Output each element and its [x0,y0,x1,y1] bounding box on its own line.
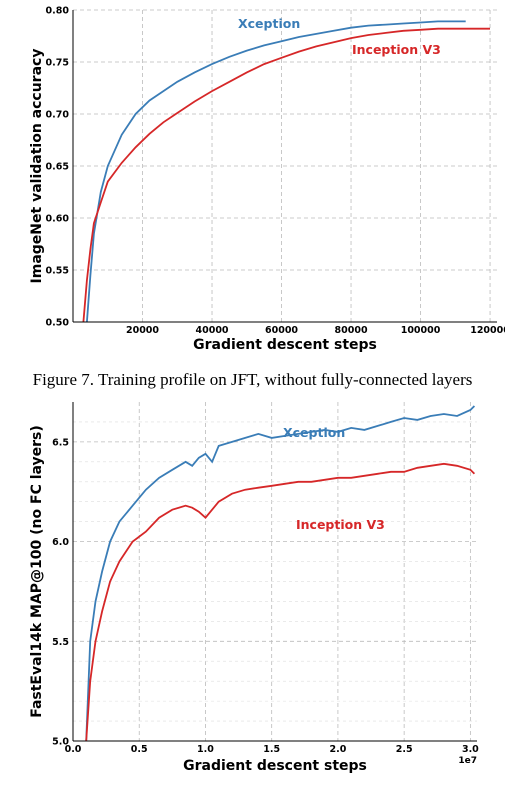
series-line-inception-v3 [85,462,476,742]
y-tick-label: 0.65 [46,162,69,173]
x-tick-label: 0.0 [65,744,82,755]
map-chart: Xception Inception V3 0.0 0.5 1.0 1.5 2.0 2.5 3.… [29,402,479,774]
y-tick-label: 5.0 [52,737,69,748]
x-tick-label: 60000 [265,325,298,336]
y-tick-label: 5.5 [52,637,69,648]
series-label: Inception V3 [352,42,441,57]
x-axis-label: Gradient descent steps [183,758,367,774]
x-tick-label: 1.0 [197,744,214,755]
y-tick-label: 0.50 [46,318,70,329]
x-tick-label: 1.5 [263,744,280,755]
x-tick-label: 3.0 [462,744,479,755]
series-line-xception [86,20,466,323]
y-tick-label: 6.5 [52,437,69,448]
x-axis-label: Gradient descent steps [193,337,377,353]
y-tick-label: 6.0 [52,537,69,548]
x-tick-label: 100000 [401,325,441,336]
grid [72,402,477,742]
x-tick-label: 40000 [195,325,228,336]
series-line-xception [85,405,476,742]
grid [73,9,497,323]
y-tick-label: 0.75 [46,58,69,69]
y-tick-label: 0.80 [46,6,70,17]
x-tick-label: 80000 [335,325,368,336]
series-line-inception-v3 [82,27,490,323]
x-tick-label: 0.5 [131,744,148,755]
y-axis-label: ImageNet validation accuracy [29,49,45,284]
y-tick-label: 0.70 [46,110,70,121]
x-tick-label: 2.5 [396,744,413,755]
accuracy-chart: Xception Inception V3 20000 40000 60000 80000… [29,6,505,354]
series-label: Inception V3 [296,517,385,532]
series-label: Xception [283,425,345,440]
y-tick-label: 0.60 [46,214,70,225]
x-tick-label: 20000 [126,325,159,336]
x-offset-label: 1e7 [458,756,477,766]
x-tick-label: 2.0 [329,744,346,755]
figure-caption: Figure 7. Training profile on JFT, witho… [32,370,473,389]
y-axis-label: FastEval14k MAP@100 (no FC layers) [29,425,45,718]
series-label: Xception [238,16,300,31]
y-tick-label: 0.55 [46,266,69,277]
